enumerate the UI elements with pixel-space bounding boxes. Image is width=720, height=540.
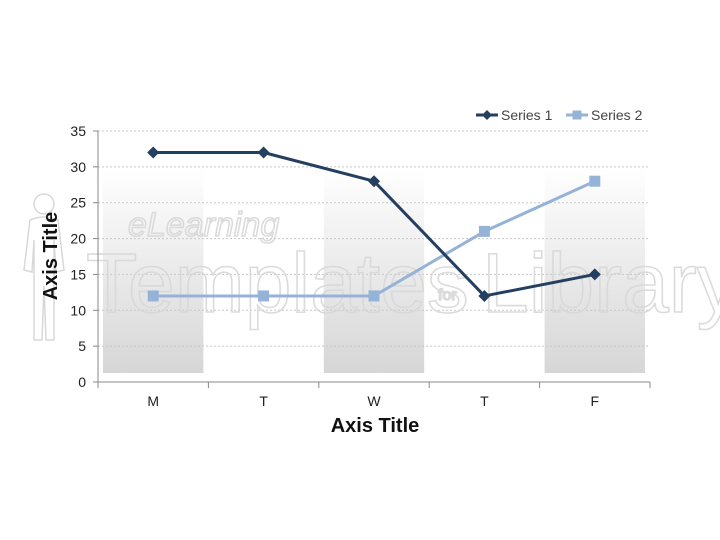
x-tick-label: T <box>259 393 268 409</box>
series-1-point <box>257 146 270 159</box>
alternating-bands <box>103 166 645 373</box>
series-1-point <box>588 268 601 281</box>
watermark-main-text: Templates <box>86 236 469 330</box>
series-1-point <box>147 146 160 159</box>
y-axis-title: Axis Title <box>40 212 62 301</box>
watermark-figure-icon <box>23 193 65 341</box>
background-band-2 <box>323 166 425 373</box>
legend-marker-icon <box>482 110 492 120</box>
background-band-0 <box>103 166 204 373</box>
watermark-top-text: eLearning <box>128 206 279 244</box>
series-2 <box>147 175 601 302</box>
y-axis-ticks: 0 5 10 15 20 25 30 35 <box>70 123 98 390</box>
y-tick-label: 30 <box>70 159 86 175</box>
y-tick-label: 20 <box>70 231 86 247</box>
watermark-library-text: Library <box>482 236 720 330</box>
x-tick-label: T <box>480 393 489 409</box>
x-tick-label: W <box>367 393 381 409</box>
x-axis-title: Axis Title <box>331 415 420 437</box>
y-tick-label: 25 <box>70 195 86 211</box>
series-2-point <box>147 290 159 302</box>
legend-marker-icon <box>572 110 582 120</box>
series-2-point <box>478 225 490 237</box>
y-tick-label: 5 <box>78 338 86 354</box>
watermark: eLearning Templates for Library <box>23 193 720 341</box>
y-tick-label: 0 <box>78 374 86 390</box>
x-tick-label: F <box>591 393 600 409</box>
series-1 <box>147 146 601 302</box>
series-1-point <box>368 175 380 188</box>
watermark-for-text: for <box>438 287 457 304</box>
y-tick-label: 15 <box>70 266 86 282</box>
series-2-point <box>258 290 270 302</box>
series-layer <box>147 146 601 302</box>
series-2-point <box>368 290 380 302</box>
legend-item-2: Series 2 <box>566 107 643 123</box>
legend-item-1: Series 1 <box>476 107 553 123</box>
series-2-point <box>589 175 601 187</box>
y-tick-label: 10 <box>70 302 86 318</box>
legend-label: Series 2 <box>591 107 643 123</box>
y-tick-label: 35 <box>70 123 86 139</box>
legend: Series 1 Series 2 <box>476 107 643 123</box>
x-tick-label: M <box>147 393 159 409</box>
gridlines <box>98 130 650 347</box>
legend-label: Series 1 <box>501 107 553 123</box>
series-1-point <box>478 289 491 302</box>
